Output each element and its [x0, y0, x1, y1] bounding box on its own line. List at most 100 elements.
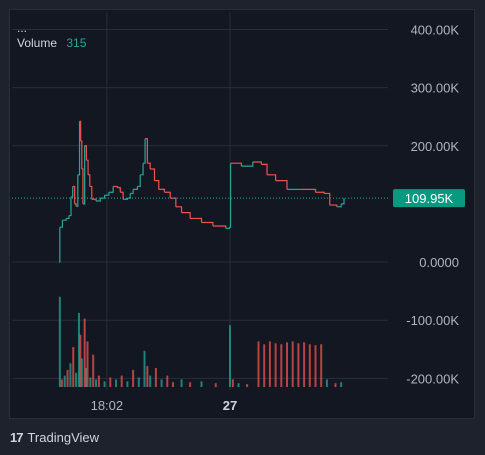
volume-bar: [115, 379, 117, 387]
volume-bar: [120, 375, 123, 387]
volume-bar: [237, 383, 240, 387]
volume-bar: [189, 382, 192, 387]
price-line-segment: [76, 174, 79, 207]
price-line-segment: [201, 221, 214, 227]
price-line-segment: [275, 180, 288, 190]
price-line-segment: [315, 191, 325, 194]
volume-bar: [75, 372, 78, 387]
chart-legend-title: ...: [17, 21, 28, 35]
price-line-segment: [229, 163, 232, 228]
volume-bar: [89, 377, 92, 387]
volume-legend: Volume 315: [17, 36, 86, 50]
price-line-segment: [230, 162, 242, 167]
volume-bar: [137, 377, 140, 387]
price-line-segment: [70, 186, 74, 198]
price-line-segment: [77, 121, 81, 176]
price-line-segment: [108, 186, 114, 193]
price-line-segment: [59, 227, 61, 263]
volume-bar: [103, 381, 106, 387]
price-line-segment: [104, 192, 110, 196]
volume-bar: [308, 344, 311, 387]
price-line-segment: [190, 217, 203, 223]
price-line-segment: [143, 138, 146, 164]
volume-bar: [263, 344, 266, 387]
price-line-segment: [164, 191, 171, 199]
price-line-segment: [84, 145, 87, 161]
last-price-label: 109.95K: [405, 191, 454, 206]
price-line-segment: [175, 206, 183, 213]
price-line-segment: [212, 225, 227, 229]
price-line-segment: [170, 197, 177, 207]
price-line-segment: [74, 203, 77, 207]
price-line-segment: [127, 193, 131, 199]
volume-bar: [274, 343, 277, 387]
volume-bar: [214, 383, 217, 387]
price-line-segment: [130, 189, 134, 195]
volume-bar: [126, 381, 129, 387]
price-line-segment: [91, 198, 97, 201]
price-line-segment: [89, 185, 93, 200]
price-line-segment: [147, 162, 151, 170]
volume-bar: [63, 375, 66, 387]
last-price-tag: [393, 189, 465, 208]
price-line-segment: [88, 174, 91, 187]
price-line-segment: [62, 218, 67, 221]
y-tick-label: 300.00K: [411, 81, 460, 96]
price-line-segment: [241, 162, 254, 167]
volume-bar: [257, 341, 260, 387]
volume-bar: [72, 347, 75, 387]
price-line-segment: [100, 195, 106, 199]
volume-bar: [297, 343, 300, 387]
volume-bar: [340, 382, 343, 387]
price-line-segment: [140, 163, 144, 176]
volume-bar: [60, 379, 63, 387]
volume-bar: [291, 341, 294, 387]
x-tick-label: 18:02: [91, 398, 124, 413]
volume-bar: [69, 363, 72, 387]
volume-bar: [79, 334, 82, 387]
x-tick-label: 27: [223, 398, 237, 413]
tradingview-brand[interactable]: 17 TradingView: [10, 430, 99, 445]
y-tick-label: -200.00K: [406, 371, 459, 386]
volume-bar: [154, 368, 157, 387]
volume-value: 315: [66, 36, 87, 50]
price-line-segment: [154, 180, 160, 190]
volume-bar: [303, 342, 306, 387]
price-line-segment: [86, 159, 89, 175]
price-line-segment: [341, 198, 345, 205]
volume-bar: [314, 345, 317, 387]
volume-bar: [77, 312, 80, 387]
price-line-segment: [79, 120, 82, 142]
price-line-segment: [158, 188, 166, 193]
price-line-segment: [72, 185, 76, 204]
price-line-segment: [120, 191, 124, 200]
volume-bar: [229, 325, 231, 387]
price-line-segment: [329, 204, 338, 207]
y-tick-label: -100.00K: [406, 313, 459, 328]
volume-bar: [85, 368, 88, 387]
y-tick-label: 200.00K: [411, 139, 460, 154]
volume-bar: [166, 375, 169, 387]
price-line-segment: [324, 192, 331, 206]
brand-name: TradingView: [27, 430, 100, 445]
price-line-segment: [59, 220, 64, 228]
price-line-segment: [267, 174, 277, 181]
y-tick-label: 0.0000: [419, 255, 459, 270]
volume-bar: [95, 379, 98, 387]
price-line-segment: [81, 168, 84, 204]
price-line-segment: [145, 138, 148, 164]
price-line-segment: [181, 212, 191, 219]
y-tick-label: 400.00K: [411, 22, 460, 37]
price-line-segment: [150, 168, 156, 181]
price-line-segment: [66, 215, 70, 220]
volume-bar: [86, 341, 89, 387]
volume-bar: [286, 342, 288, 387]
price-line-segment: [117, 187, 121, 193]
volume-bar: [180, 379, 183, 387]
volume-bar: [109, 377, 112, 387]
volume-bar: [92, 354, 95, 387]
volume-bar: [97, 375, 100, 387]
price-line-segment: [137, 174, 141, 188]
price-line-segment: [261, 163, 268, 175]
